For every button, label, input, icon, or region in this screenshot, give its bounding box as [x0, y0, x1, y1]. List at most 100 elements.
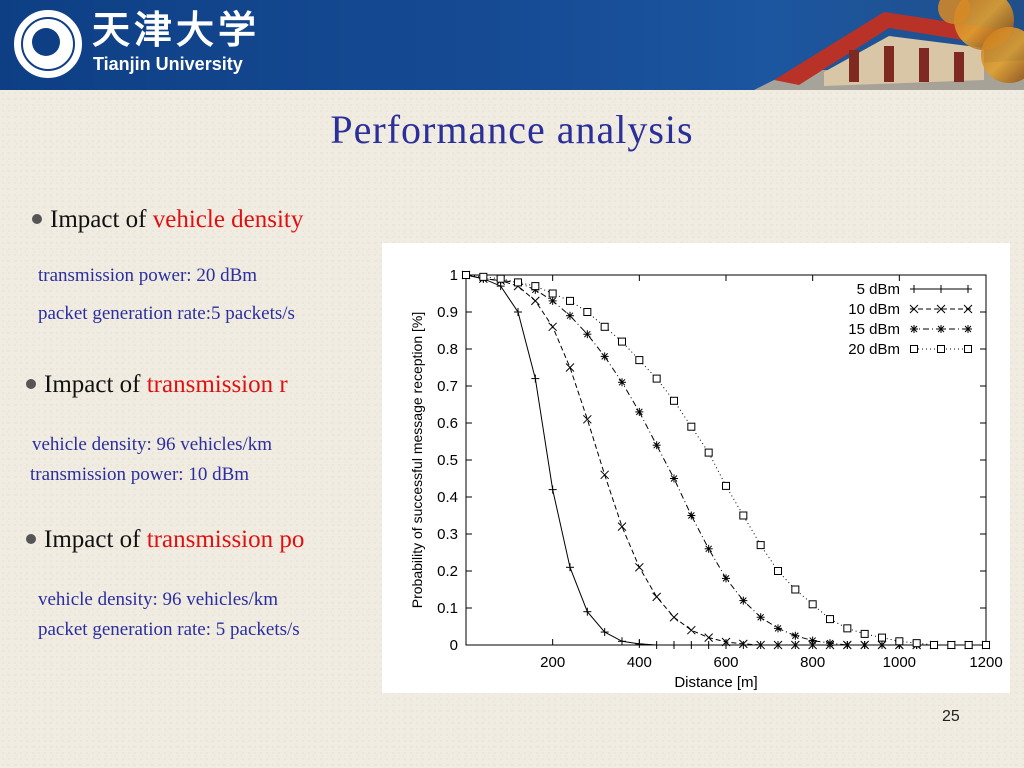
data-point-10-dbm-stroke	[669, 612, 679, 622]
data-point-15-dbm	[670, 474, 678, 483]
data-point-15-dbm-stroke	[826, 639, 834, 647]
data-point-20-dbm	[860, 629, 869, 638]
data-point-15-dbm-stroke	[549, 297, 557, 305]
bullet-highlight: transmission po	[146, 526, 305, 553]
y-tick-label: 0.5	[437, 452, 458, 469]
data-point-20-dbm-stroke	[826, 615, 834, 624]
data-point-20-dbm	[878, 633, 886, 642]
legend-marker-5-dbm	[964, 285, 972, 293]
data-point-5-dbm	[514, 308, 522, 316]
detail-line: packet generation rate:5 packets/s	[38, 303, 295, 324]
data-point-20-dbm-stroke	[496, 274, 505, 283]
data-point-20-dbm	[670, 396, 678, 405]
data-point-15-dbm-stroke	[739, 597, 747, 604]
slide-title: Performance analysis	[330, 107, 694, 152]
data-point-15-dbm-stroke	[878, 641, 886, 649]
bullet-prefix: Impact of	[44, 371, 147, 398]
data-point-15-dbm-stroke	[843, 641, 851, 649]
data-point-5-dbm	[600, 628, 609, 637]
data-point-20-dbm-stroke	[687, 422, 696, 431]
university-seal-icon	[14, 10, 82, 78]
data-point-20-dbm-stroke	[739, 511, 748, 520]
legend-marker-15-dbm	[937, 325, 945, 333]
data-point-10-dbm-stroke	[582, 414, 592, 424]
bullet-dot-icon	[32, 214, 42, 225]
data-point-10-dbm	[738, 639, 748, 649]
data-point-10-dbm	[704, 633, 714, 642]
legend-marker-10-dbm-stroke	[909, 304, 919, 314]
data-point-20-dbm	[843, 624, 852, 633]
legend-marker-15-dbm	[964, 325, 972, 333]
y-tick-label: 0.7	[437, 378, 458, 395]
university-name-chinese: 天津大学	[92, 8, 261, 52]
data-point-20-dbm	[652, 374, 661, 383]
data-point-5-dbm	[739, 641, 748, 649]
data-point-15-dbm	[739, 596, 748, 605]
data-point-10-dbm-stroke	[790, 640, 800, 650]
legend-marker-20-dbm-stroke	[937, 345, 945, 353]
data-point-10-dbm	[565, 363, 575, 372]
data-point-15-dbm-stroke	[774, 624, 782, 632]
data-point-20-dbm	[600, 322, 609, 331]
data-point-20-dbm	[583, 308, 592, 316]
y-tick-label: 0.3	[437, 526, 458, 543]
y-tick-label: 0	[450, 637, 458, 654]
data-point-15-dbm	[878, 641, 886, 649]
data-point-10-dbm-stroke	[600, 470, 610, 480]
data-point-5-dbm	[704, 641, 713, 649]
university-name-english: Tianjin University	[93, 54, 243, 74]
data-point-5-dbm	[583, 607, 592, 616]
legend-label-20-dbm: 20 dBm	[848, 341, 900, 358]
data-point-10-dbm-stroke	[721, 637, 731, 647]
data-point-5-dbm	[618, 637, 626, 646]
y-axis-label: Probability of successful message recept…	[409, 312, 425, 608]
y-tick-label: 0.2	[437, 563, 458, 580]
data-point-20-dbm-stroke	[791, 585, 800, 594]
data-point-10-dbm	[652, 592, 662, 602]
data-point-20-dbm-stroke	[722, 481, 730, 490]
data-point-15-dbm	[843, 641, 852, 649]
legend-marker-10-dbm-stroke	[936, 304, 946, 314]
legend-marker-10-dbm	[963, 304, 973, 314]
data-point-20-dbm-stroke	[670, 396, 678, 405]
data-point-20-dbm	[912, 639, 921, 648]
data-point-5-dbm	[670, 641, 678, 649]
legend-label-15-dbm: 15 dBm	[848, 321, 900, 338]
y-tick-label: 0.4	[437, 489, 458, 506]
bullet-vehicle-density: Impact of vehicle density	[32, 206, 303, 234]
legend-label-5-dbm: 5 dBm	[857, 281, 900, 298]
data-point-15-dbm	[687, 511, 696, 520]
data-point-20-dbm-stroke	[566, 296, 574, 305]
data-point-15-dbm-stroke	[601, 353, 609, 360]
x-axis-label: Distance [m]	[674, 674, 757, 691]
bullet-prefix: Impact of	[44, 526, 147, 553]
data-point-20-dbm	[618, 337, 626, 346]
header-banner: 天津大学 Tianjin University	[0, 0, 1024, 90]
y-tick-label: 0.8	[437, 341, 458, 358]
data-point-20-dbm	[895, 637, 904, 646]
data-point-20-dbm	[566, 296, 574, 305]
x-tick-label: 1000	[883, 654, 916, 671]
data-point-15-dbm-stroke	[583, 330, 591, 338]
data-point-20-dbm	[774, 567, 782, 575]
data-point-20-dbm-stroke	[635, 356, 644, 365]
data-point-10-dbm	[669, 612, 679, 622]
x-tick-label: 1200	[969, 654, 1002, 671]
series-line-5-dbm	[465, 274, 986, 646]
legend-label-10-dbm: 10 dBm	[848, 301, 900, 318]
data-point-20-dbm-stroke	[947, 641, 956, 649]
data-point-10-dbm-stroke	[756, 640, 766, 650]
chart-container: 0 0.1 0.2 0.3 0.4 0.5 0.6 0.7 0.8 0.9 1 200 400 600 80…	[382, 243, 1010, 693]
data-point-10-dbm	[548, 322, 558, 332]
data-point-20-dbm-stroke	[912, 639, 921, 648]
data-point-15-dbm	[618, 378, 626, 387]
data-point-20-dbm-stroke	[774, 567, 782, 575]
legend-marker-15-dbm	[910, 325, 918, 333]
data-point-15-dbm	[722, 574, 730, 583]
data-point-15-dbm-stroke	[705, 545, 713, 553]
legend-marker-20-dbm	[964, 345, 972, 353]
data-point-15-dbm	[756, 613, 765, 622]
x-tick-label: 800	[800, 654, 825, 671]
data-point-15-dbm-stroke	[722, 575, 730, 582]
data-point-20-dbm-stroke	[548, 289, 557, 298]
